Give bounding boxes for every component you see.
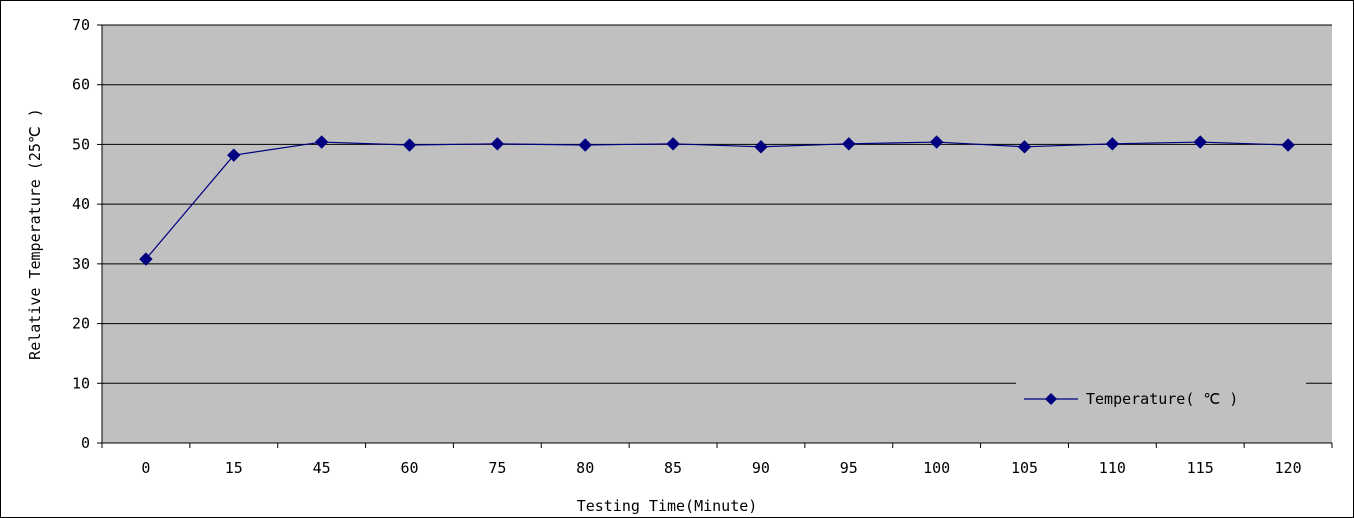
series-group [139,135,1295,266]
series-line [145,141,1289,260]
x-tick-label: 75 [488,459,506,477]
x-tick-label: 15 [225,459,243,477]
y-tick-label: 10 [72,374,90,392]
x-tick-label: 95 [840,459,858,477]
data-point-marker [754,140,768,154]
x-tick-label: 85 [664,459,682,477]
data-point-marker [1105,137,1120,151]
data-point-marker [227,148,241,162]
x-tick-label: 80 [576,459,594,477]
y-tick-label: 40 [72,195,90,213]
data-point-marker [314,135,329,149]
y-tick-label: 30 [72,255,90,273]
x-tick-label: 45 [313,459,331,477]
y-axis-ticks: 0 10 20 30 40 50 60 70 [72,16,102,452]
data-point-marker [402,138,417,152]
x-tick-label: 60 [400,459,418,477]
x-tick-label: 110 [1099,459,1126,477]
legend-label: Temperature( ℃ ) [1086,390,1238,408]
data-point-marker [666,137,680,151]
y-tick-label: 60 [72,76,90,94]
plot-area [102,25,1332,443]
y-tick-label: 0 [81,434,90,452]
y-axis-title: Relative Temperature (25℃ ) [26,108,44,360]
legend-diamond-marker [1045,393,1057,405]
gridlines [102,24,1332,384]
data-point-marker [842,137,856,151]
x-axis-title: Testing Time(Minute) [577,497,758,515]
data-point-marker [490,137,505,151]
x-tick-label: 120 [1275,459,1302,477]
x-axis-ticks: 0 15 45 60 75 80 85 90 95 100 105 110 115 120 [101,443,1333,477]
x-tick-label: 90 [752,459,770,477]
legend-background [1016,380,1306,420]
data-point-marker [1193,135,1207,149]
data-point-marker [929,135,944,149]
x-tick-label: 115 [1187,459,1214,477]
x-tick-label: 0 [141,459,150,477]
data-point-marker [1281,138,1295,152]
legend: Temperature( ℃ ) [1016,380,1306,420]
x-tick-label: 105 [1011,459,1038,477]
y-tick-label: 70 [72,16,90,34]
data-point-marker [139,252,153,266]
data-point-marker [578,138,592,152]
x-tick-label: 100 [923,459,950,477]
y-tick-label: 50 [72,135,90,153]
y-tick-label: 20 [72,315,90,333]
data-point-marker [1017,140,1032,154]
